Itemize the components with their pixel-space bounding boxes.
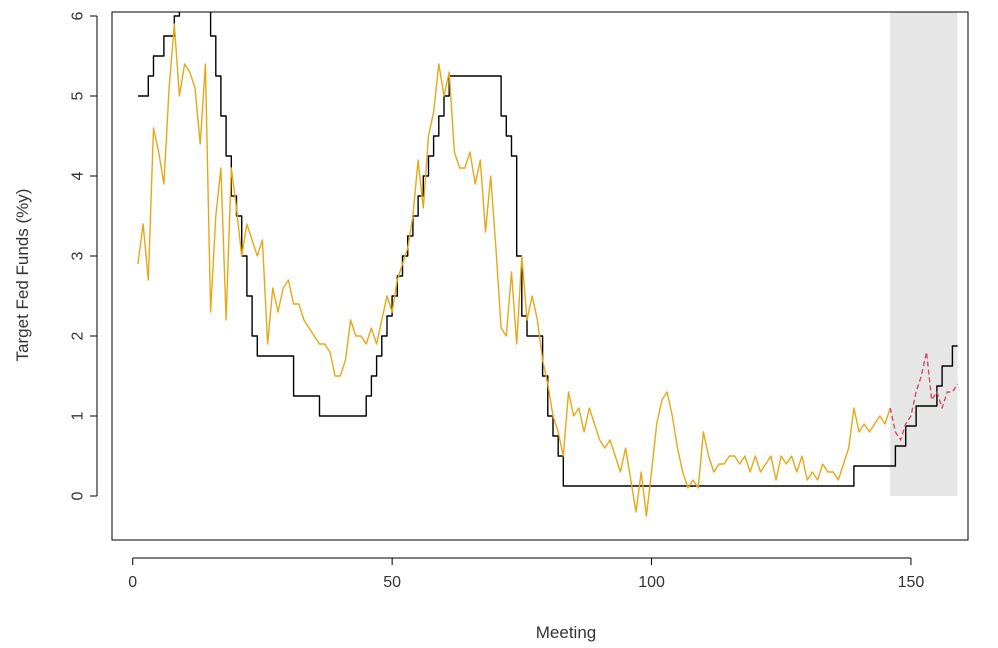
y-tick-label: 2 bbox=[70, 331, 87, 340]
x-axis: 0 50 100 150 bbox=[128, 557, 925, 591]
y-tick-label: 4 bbox=[70, 171, 87, 180]
y-axis: 0 1 2 3 4 5 6 bbox=[70, 11, 98, 500]
x-tick-label: 0 bbox=[128, 574, 137, 591]
x-tick-label: 50 bbox=[383, 574, 401, 591]
y-tick-label: 5 bbox=[70, 91, 87, 100]
forecast-shaded-region bbox=[890, 12, 958, 496]
y-axis-title: Target Fed Funds (%y) bbox=[13, 189, 32, 362]
x-axis-title: Meeting bbox=[536, 623, 596, 642]
y-tick-label: 0 bbox=[70, 491, 87, 500]
y-tick-label: 6 bbox=[70, 11, 87, 20]
shaded-region-layer bbox=[890, 12, 958, 496]
plot-frame bbox=[111, 11, 969, 541]
y-tick-label: 3 bbox=[70, 251, 87, 260]
series-layer bbox=[137, 12, 959, 517]
series-line-2 bbox=[137, 23, 891, 517]
series-line-3 bbox=[889, 351, 959, 441]
x-tick-label: 150 bbox=[898, 574, 925, 591]
x-tick-label: 100 bbox=[638, 574, 665, 591]
y-tick-label: 1 bbox=[70, 411, 87, 420]
